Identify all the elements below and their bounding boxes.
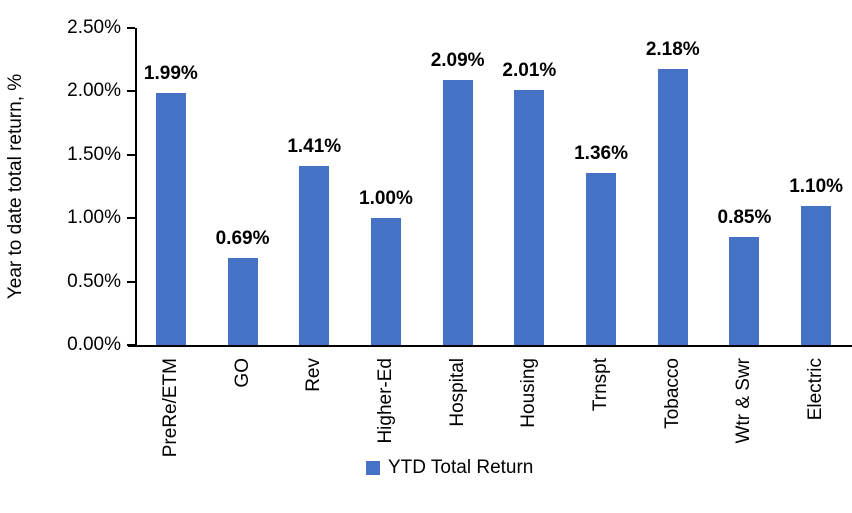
- x-category-label: Trnspt: [590, 358, 612, 412]
- y-tick-label: 0.00%: [67, 334, 121, 355]
- y-tick-mark: [127, 280, 135, 283]
- bar: [729, 237, 760, 345]
- bar-value-label: 1.41%: [287, 136, 342, 158]
- y-tick-label: 2.00%: [67, 80, 121, 102]
- y-tick-mark: [127, 344, 135, 346]
- x-category-label: Tobacco: [661, 358, 683, 429]
- bar-value-label: 1.36%: [574, 142, 628, 164]
- bar: [801, 205, 832, 345]
- bar-value-label: 2.09%: [430, 49, 485, 71]
- bar: [514, 90, 545, 345]
- bar: [586, 172, 617, 345]
- y-axis-line: [135, 28, 137, 347]
- x-category-label: GO: [231, 358, 253, 388]
- y-tick-label: 2.50%: [67, 17, 121, 38]
- y-tick-mark: [127, 90, 135, 93]
- bar-value-label: 1.99%: [143, 62, 198, 84]
- bar: [657, 68, 688, 345]
- x-category-label: Rev: [303, 358, 325, 392]
- y-tick-mark: [127, 153, 135, 156]
- bar: [155, 92, 186, 345]
- bar: [442, 79, 473, 345]
- bar-value-label: 2.18%: [645, 38, 700, 60]
- bar-value-label: 0.85%: [717, 207, 772, 229]
- x-category-label: Electric: [805, 358, 827, 421]
- bar-value-label: 1.10%: [789, 175, 844, 197]
- bar-value-label: 2.01%: [502, 60, 557, 82]
- y-tick-mark: [127, 217, 135, 220]
- y-tick-mark: [127, 27, 135, 29]
- bar-value-label: 0.69%: [215, 227, 270, 249]
- bar-value-label: 1.00%: [359, 188, 413, 210]
- y-axis-title: Year to date total return, %: [5, 73, 26, 300]
- legend-swatch: [366, 461, 380, 475]
- y-tick-label: 0.50%: [67, 270, 121, 292]
- legend-label: YTD Total Return: [388, 457, 534, 478]
- legend: YTD Total Return: [366, 457, 533, 479]
- bar: [370, 218, 401, 345]
- x-category-label: Wtr & Swr: [733, 358, 755, 444]
- bar: [227, 257, 258, 345]
- bar: [299, 166, 330, 345]
- y-tick-label: 1.00%: [67, 207, 121, 229]
- x-category-label: PreRe/ETM: [159, 358, 181, 458]
- x-axis-line: [128, 345, 852, 347]
- y-tick-label: 1.50%: [67, 143, 121, 165]
